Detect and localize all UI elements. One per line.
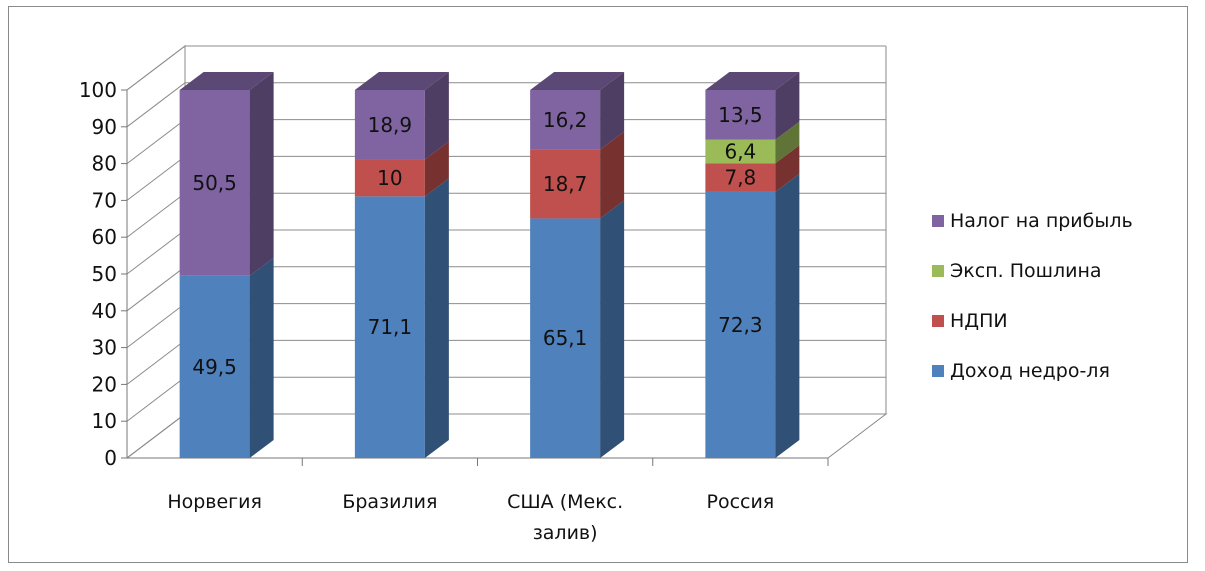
bar-segment-top (705, 72, 800, 90)
category-label: Россия (706, 491, 774, 513)
data-label: 18,9 (368, 113, 413, 137)
bar-segment-side (775, 145, 800, 192)
y-tick-label: 90 (92, 115, 117, 139)
bar-segment-side (600, 200, 625, 458)
y-tick-label: 60 (92, 225, 117, 249)
bar-segment (530, 218, 601, 458)
legend-swatch (932, 315, 944, 327)
data-labels: 49,5 50,5 71,1 10 18,9 65,1 18,7 16,2 72,3 7,8 6,4… (192, 103, 762, 379)
data-label: 49,5 (192, 355, 237, 379)
legend-label: Доход недро-ля (950, 360, 1110, 382)
y-tick-label: 0 (104, 446, 117, 470)
bar-segment (179, 90, 250, 276)
data-label: 7,8 (724, 166, 756, 190)
legend-label: Эксп. Пошлина (950, 260, 1102, 282)
bar-segment (354, 90, 425, 160)
y-tick-label: 50 (92, 262, 117, 286)
bar-segment-side (249, 72, 274, 276)
bar-segment-side (600, 131, 625, 219)
y-tick-label: 80 (92, 152, 117, 176)
bar-segment (705, 163, 776, 192)
y-tick-label: 30 (92, 336, 117, 360)
bars (179, 72, 800, 459)
data-label: 10 (377, 166, 402, 190)
data-label: 16,2 (543, 108, 588, 132)
bar-segment (179, 275, 250, 458)
bar-segment-side (424, 141, 449, 197)
legend: Налог на прибыль Эксп. Пошлина НДПИ Доход н… (932, 210, 1133, 382)
legend-swatch (932, 215, 944, 227)
bar-segment (530, 90, 601, 150)
y-tick-label: 20 (92, 372, 117, 396)
bar-segment-top (354, 72, 449, 90)
data-label: 71,1 (368, 315, 413, 339)
bar-segment-side (775, 121, 800, 164)
bar-segment-side (249, 257, 274, 458)
bar-segment-side (424, 178, 449, 459)
bar-segment-side (775, 72, 800, 140)
legend-swatch (932, 365, 944, 377)
bar-segment-side (600, 72, 625, 150)
data-label: 65,1 (543, 326, 588, 350)
bar-segment (705, 139, 776, 164)
bar-segment (705, 191, 776, 458)
bar-segment-top (179, 72, 274, 90)
bar-segment-top (530, 72, 625, 90)
y-tick-label: 100 (79, 78, 117, 102)
category-labels: Норвегия Бразилия США (Мекс. залив) Россия (167, 491, 774, 544)
legend-label: Налог на прибыль (950, 210, 1133, 232)
y-tick-label: 10 (92, 409, 117, 433)
y-axis-tick-labels: 0 10 20 30 40 50 60 70 80 90 100 (79, 78, 117, 470)
legend-swatch (932, 265, 944, 277)
category-label: залив) (533, 522, 598, 544)
data-label: 13,5 (718, 103, 763, 127)
y-tick-label: 70 (92, 188, 117, 212)
data-label: 6,4 (724, 139, 756, 163)
data-label: 18,7 (543, 172, 588, 196)
bar-segment (354, 159, 425, 197)
gridline (126, 82, 886, 128)
category-label: Бразилия (342, 491, 437, 513)
bar-segment (705, 90, 776, 140)
bar-segment-side (424, 72, 449, 160)
legend-label: НДПИ (950, 310, 1008, 332)
y-tick-label: 40 (92, 299, 117, 323)
data-label: 50,5 (192, 171, 237, 195)
data-label: 72,3 (718, 313, 763, 337)
bar-segment (530, 149, 601, 219)
gridline (126, 45, 886, 91)
category-label: Норвегия (167, 491, 262, 513)
category-label: США (Мекс. (507, 491, 623, 513)
bar-segment (354, 196, 425, 459)
bar-segment-side (775, 173, 800, 458)
